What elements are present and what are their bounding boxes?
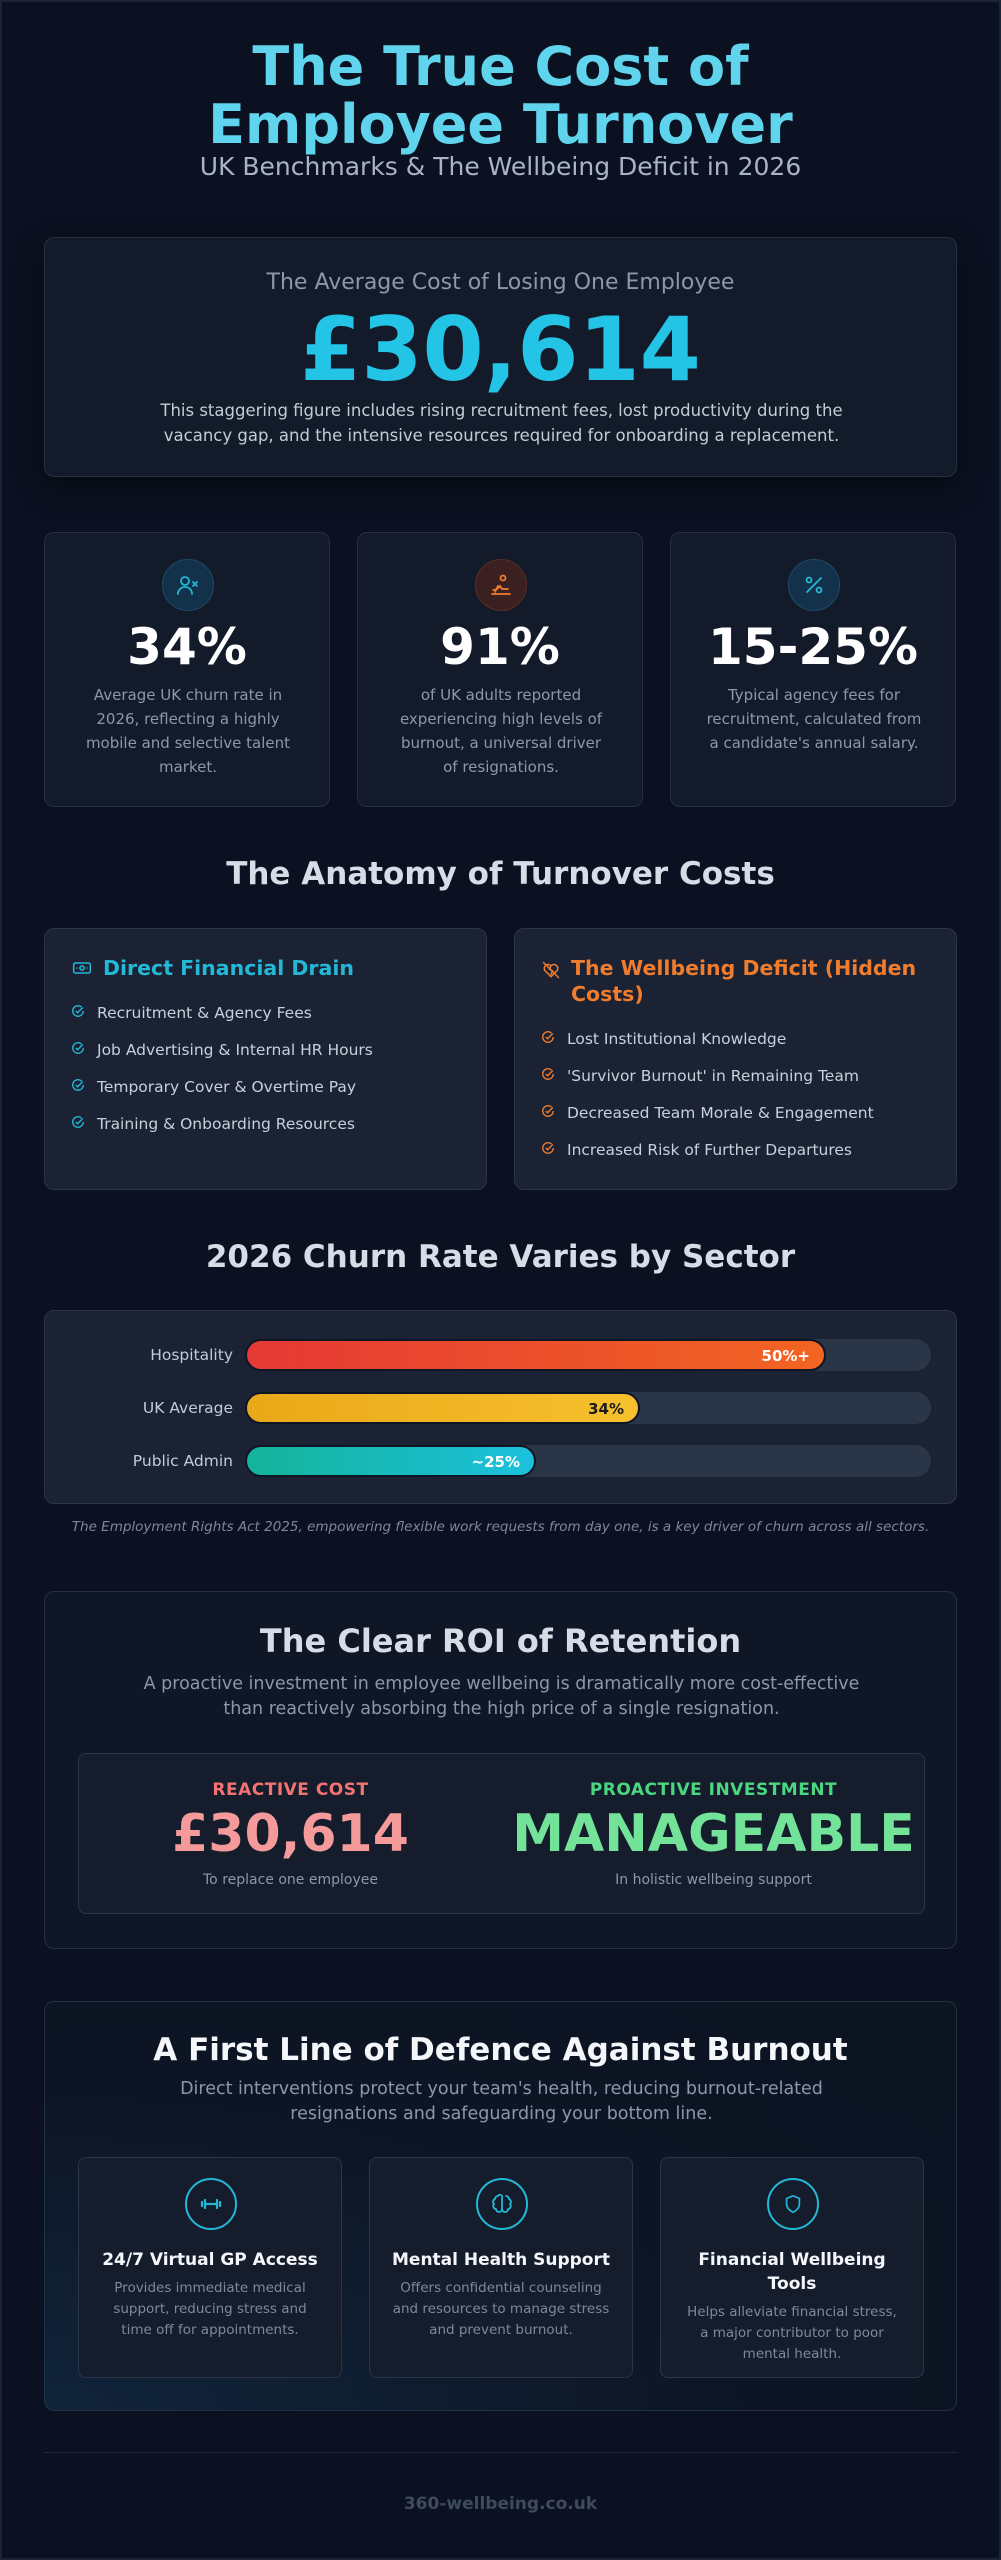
bar: ~25% (245, 1445, 536, 1477)
hidden-costs-title: The Wellbeing Deficit (Hidden Costs) (571, 956, 917, 1006)
stat-card-churn: 34% Average UK churn rate in 2026, refle… (44, 532, 330, 807)
defence-section: A First Line of Defence Against Burnout … (44, 2001, 957, 2411)
list-item: Temporary Cover & Overtime Pay (71, 1068, 466, 1105)
list-item: Lost Institutional Knowledge (541, 1020, 936, 1057)
bar-track: 34% (245, 1392, 931, 1424)
list-item: Recruitment & Agency Fees (71, 994, 466, 1031)
check-circle-icon (541, 1104, 555, 1122)
direct-costs-card: Direct Financial Drain Recruitment & Age… (44, 928, 487, 1190)
defence-title: A First Line of Defence Against Burnout (153, 2032, 848, 2068)
stat-description: Typical agency fees for recruitment, cal… (706, 686, 922, 752)
stat-card-burnout: 91% of UK adults reported experiencing h… (357, 532, 643, 807)
service-description: Helps alleviate financial stress, a majo… (687, 2304, 897, 2362)
roi-card: The Clear ROI of Retention A proactive i… (44, 1591, 957, 1949)
stat-description: of UK adults reported experiencing high … (399, 686, 603, 776)
list-item-text: Recruitment & Agency Fees (97, 1003, 312, 1022)
roi-title: The Clear ROI of Retention (259, 1622, 742, 1660)
service-card-financial: Financial Wellbeing Tools Helps alleviat… (660, 2157, 924, 2378)
hidden-costs-card: The Wellbeing Deficit (Hidden Costs) Los… (514, 928, 957, 1190)
service-description: Offers confidential counseling and resou… (392, 2280, 610, 2338)
check-circle-icon (541, 1141, 555, 1159)
list-item: 'Survivor Burnout' in Remaining Team (541, 1057, 936, 1094)
chart-footnote: The Employment Rights Act 2025, empoweri… (71, 1519, 930, 1535)
check-circle-icon (71, 1078, 85, 1096)
bar-track: 50%+ (245, 1339, 931, 1371)
check-circle-icon (71, 1004, 85, 1022)
bar-value-label: ~25% (471, 1453, 520, 1471)
list-item: Decreased Team Morale & Engagement (541, 1094, 936, 1131)
hero-card: The Average Cost of Losing One Employee … (44, 237, 957, 477)
service-card-mental-health: Mental Health Support Offers confidentia… (369, 2157, 633, 2378)
bar-value-label: 50%+ (761, 1347, 810, 1365)
hero-description: This staggering figure includes rising r… (160, 401, 843, 445)
list-item-text: Lost Institutional Knowledge (567, 1029, 787, 1048)
footer-link[interactable]: 360-wellbeing.co.uk (403, 2494, 598, 2514)
list-item-text: Temporary Cover & Overtime Pay (97, 1077, 357, 1096)
banknote-icon (71, 958, 93, 982)
bar-row: Hospitality 50%+ (45, 1339, 956, 1371)
service-title: 24/7 Virtual GP Access (102, 2250, 318, 2270)
check-circle-icon (71, 1115, 85, 1133)
percent-icon (788, 559, 840, 611)
footer-divider (44, 2452, 957, 2453)
stat-value: 34% (127, 618, 247, 676)
churn-chart: Hospitality 50%+ UK Average 34% Public A… (44, 1310, 957, 1504)
bar-category-label: Hospitality (150, 1346, 233, 1364)
reactive-value: £30,614 (172, 1804, 409, 1864)
burnout-icon (475, 559, 527, 611)
hero-label: The Average Cost of Losing One Employee (266, 270, 735, 295)
roi-description: A proactive investment in employee wellb… (143, 1674, 860, 1719)
reactive-sub: To replace one employee (203, 1872, 378, 1888)
bar-category-label: UK Average (142, 1399, 233, 1417)
proactive-sub: In holistic wellbeing support (615, 1872, 812, 1888)
bar-row: UK Average 34% (45, 1392, 956, 1424)
service-title: Financial Wellbeing Tools (698, 2250, 886, 2294)
bar-track: ~25% (245, 1445, 931, 1477)
stethoscope-icon (185, 2178, 237, 2230)
bar: 50%+ (245, 1339, 826, 1371)
reactive-kicker: REACTIVE COST (212, 1780, 369, 1800)
stat-card-agency-fees: 15-25% Typical agency fees for recruitme… (670, 532, 956, 807)
broken-heart-icon (541, 960, 561, 984)
direct-costs-title: Direct Financial Drain (103, 956, 354, 980)
list-item: Job Advertising & Internal HR Hours (71, 1031, 466, 1068)
check-circle-icon (71, 1041, 85, 1059)
list-item-text: Decreased Team Morale & Engagement (567, 1103, 874, 1122)
service-title: Mental Health Support (392, 2250, 610, 2270)
proactive-value: MANAGEABLE (512, 1804, 915, 1864)
check-circle-icon (541, 1067, 555, 1085)
anatomy-heading: The Anatomy of Turnover Costs (226, 856, 775, 892)
list-item-text: Job Advertising & Internal HR Hours (97, 1040, 373, 1059)
bar-value-label: 34% (588, 1400, 624, 1418)
bar-category-label: Public Admin (132, 1452, 233, 1470)
proactive-kicker: PROACTIVE INVESTMENT (589, 1780, 838, 1800)
user-remove-icon (162, 559, 214, 611)
page-subtitle: UK Benchmarks & The Wellbeing Deficit in… (199, 152, 802, 181)
service-card-gp: 24/7 Virtual GP Access Provides immediat… (78, 2157, 342, 2378)
list-item-text: Training & Onboarding Resources (97, 1114, 355, 1133)
list-item: Training & Onboarding Resources (71, 1105, 466, 1142)
list-item-text: Increased Risk of Further Departures (567, 1140, 853, 1159)
stat-value: 91% (440, 618, 560, 676)
defence-description: Direct interventions protect your team's… (180, 2079, 823, 2124)
page-title: The True Cost of Employee Turnover (208, 35, 793, 156)
stat-description: Average UK churn rate in 2026, reflectin… (85, 686, 291, 776)
churn-heading: 2026 Churn Rate Varies by Sector (205, 1239, 796, 1275)
service-description: Provides immediate medical support, redu… (113, 2280, 307, 2338)
bar: 34% (245, 1392, 640, 1424)
bar-row: Public Admin ~25% (45, 1445, 956, 1477)
roi-comparison: REACTIVE COST £30,614 To replace one emp… (78, 1753, 925, 1914)
brain-icon (476, 2178, 528, 2230)
shield-icon (767, 2178, 819, 2230)
hidden-costs-list: Lost Institutional Knowledge 'Survivor B… (541, 1020, 936, 1168)
direct-costs-list: Recruitment & Agency Fees Job Advertisin… (71, 994, 466, 1142)
hero-value: £30,614 (300, 298, 701, 401)
reactive-cost-column: REACTIVE COST £30,614 To replace one emp… (79, 1754, 502, 1913)
proactive-investment-column: PROACTIVE INVESTMENT MANAGEABLE In holis… (502, 1754, 925, 1913)
stat-value: 15-25% (707, 618, 918, 676)
list-item: Increased Risk of Further Departures (541, 1131, 936, 1168)
check-circle-icon (541, 1030, 555, 1048)
list-item-text: 'Survivor Burnout' in Remaining Team (567, 1066, 859, 1085)
